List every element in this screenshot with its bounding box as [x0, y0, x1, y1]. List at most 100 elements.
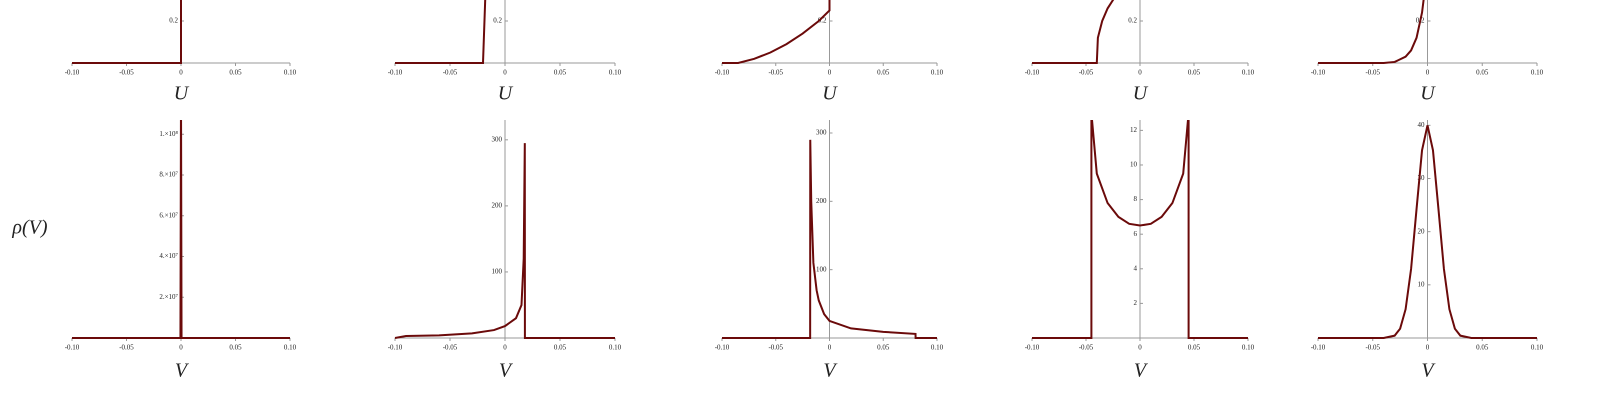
y-tick-label: 20 [1418, 227, 1426, 235]
x-tick-label: 0 [828, 69, 832, 77]
x-axis-label: U [1420, 83, 1436, 105]
x-tick-label: 0.05 [554, 344, 567, 352]
x-tick-label: 0 [1138, 69, 1142, 77]
y-tick-label: 100 [492, 268, 503, 276]
panel: -0.10 -0.05 0 0.05 0.10 100 200 300 V [388, 120, 622, 382]
panel: -0.10 -0.05 0 0.05 0.10 0.2 U [1025, 0, 1255, 105]
y-tick-label: 0.2 [169, 17, 178, 25]
panel: -0.10 -0.05 0 0.05 0.100.2U [1311, 0, 1544, 105]
x-tick-label: -0.05 [1365, 344, 1380, 352]
x-axis-label: U [822, 83, 838, 105]
x-tick-label: -0.10 [1025, 69, 1040, 77]
panel: -0.10 -0.05 0 0.05 0.10 100 200 300 V [715, 120, 944, 382]
x-axis-label: V [823, 360, 838, 382]
x-tick-label: -0.05 [1365, 69, 1380, 77]
panel: -0.10 -0.05 0 0.05 0.10 10 20 30 40 V [1311, 120, 1544, 382]
panel: -0.10 -0.05 0 0.05 0.10 0.2 U [388, 0, 622, 105]
panel: -0.10 -0.05 0 0.05 0.10 2.×10⁷ 4.×10⁷ 6.×10⁷ 8.×… [11, 120, 297, 382]
x-tick-label: 0 [1138, 344, 1142, 352]
x-tick-label: 0.10 [284, 69, 297, 77]
x-tick-label: 0 [503, 344, 507, 352]
x-tick-label: -0.10 [1311, 69, 1326, 77]
x-tick-label: 0 [1426, 344, 1430, 352]
x-tick-label: -0.05 [768, 69, 783, 77]
x-tick-label: 0.05 [229, 69, 242, 77]
panel: -0.10 -0.05 0 0.05 0.10 0.2 U [65, 0, 297, 105]
x-tick-label: -0.10 [388, 69, 403, 77]
x-axis-label: V [1134, 360, 1149, 382]
curve [394, 143, 615, 339]
x-tick-label: 0.05 [229, 344, 242, 352]
x-tick-label: -0.05 [1079, 344, 1094, 352]
x-axis-label: U [174, 83, 190, 105]
x-axis-label: V [1421, 360, 1436, 382]
x-tick-label: 0.05 [877, 344, 890, 352]
x-tick-label: 0.05 [554, 69, 567, 77]
curve [722, 0, 831, 64]
y-tick-label: 2 [1134, 299, 1138, 307]
x-tick-label: 0.10 [1242, 69, 1255, 77]
x-tick-label: -0.05 [119, 344, 134, 352]
curve [395, 0, 487, 64]
x-tick-label: 0 [828, 344, 832, 352]
x-axis-label: U [1133, 83, 1149, 105]
y-axis-label: ρ(V) [11, 217, 47, 239]
x-tick-label: 0.05 [1476, 344, 1489, 352]
curve [1032, 120, 1248, 339]
y-tick-label: 200 [492, 201, 503, 209]
y-tick-label: 1.×10⁸ [159, 130, 178, 138]
y-tick-label: 40 [1418, 121, 1426, 129]
x-tick-label: 0.10 [284, 344, 297, 352]
x-tick-label: -0.05 [443, 344, 458, 352]
y-tick-label: 0.2 [493, 17, 502, 25]
y-tick-label: 4 [1134, 264, 1138, 272]
x-tick-label: -0.10 [715, 344, 730, 352]
panel: -0.10 -0.05 0 0.05 0.10 2 4 6 8 10 12 V [1025, 120, 1255, 382]
x-tick-label: -0.10 [65, 344, 80, 352]
curve [722, 139, 937, 339]
curve [72, 120, 290, 339]
x-tick-label: -0.10 [1311, 344, 1326, 352]
x-tick-label: -0.10 [715, 69, 730, 77]
x-tick-label: 0 [503, 69, 507, 77]
x-tick-label: 0 [1426, 69, 1430, 77]
y-tick-label: 300 [492, 135, 503, 143]
x-tick-label: 0.05 [1476, 69, 1489, 77]
x-tick-label: 0.10 [1242, 344, 1255, 352]
y-tick-label: 2.×10⁷ [159, 293, 178, 301]
x-tick-label: -0.10 [388, 344, 403, 352]
y-tick-label: 12 [1130, 126, 1138, 134]
x-tick-label: -0.10 [65, 69, 80, 77]
y-tick-label: 0.2 [1128, 17, 1137, 25]
y-tick-label: 30 [1418, 174, 1426, 182]
y-tick-label: 10 [1130, 161, 1138, 169]
y-tick-label: 200 [816, 197, 827, 205]
x-tick-label: -0.05 [119, 69, 134, 77]
curve [72, 0, 182, 64]
x-tick-label: 0.05 [1188, 344, 1201, 352]
panel: -0.10 -0.05 0 0.05 0.100.2U [715, 0, 944, 105]
x-tick-label: 0.05 [877, 69, 890, 77]
x-tick-label: 0 [179, 344, 183, 352]
y-tick-label: 6.×10⁷ [159, 211, 178, 219]
x-tick-label: -0.05 [1079, 69, 1094, 77]
x-axis-label: V [175, 360, 190, 382]
x-tick-label: 0.10 [609, 344, 622, 352]
y-tick-label: 300 [816, 129, 827, 137]
x-tick-label: -0.10 [1025, 344, 1040, 352]
y-tick-label: 4.×10⁷ [159, 252, 178, 260]
x-tick-label: 0.10 [609, 69, 622, 77]
x-axis-label: U [498, 83, 514, 105]
x-tick-label: -0.05 [768, 344, 783, 352]
x-tick-label: 0.10 [1531, 344, 1544, 352]
curve [1032, 0, 1115, 64]
x-tick-label: 0 [179, 69, 183, 77]
x-tick-label: 0.05 [1188, 69, 1201, 77]
x-tick-label: -0.05 [443, 69, 458, 77]
x-tick-label: 0.10 [1531, 69, 1544, 77]
y-tick-label: 100 [816, 265, 827, 273]
y-tick-label: 10 [1418, 280, 1426, 288]
x-tick-label: 0.10 [931, 69, 944, 77]
